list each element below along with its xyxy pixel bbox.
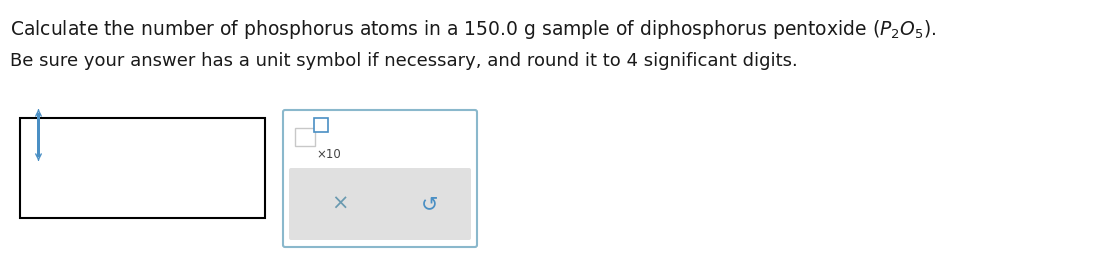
FancyBboxPatch shape: [283, 110, 477, 247]
Text: ×10: ×10: [316, 148, 341, 161]
Text: Be sure your answer has a unit symbol if necessary, and round it to 4 significan: Be sure your answer has a unit symbol if…: [10, 52, 798, 70]
Text: ↺: ↺: [421, 194, 438, 214]
FancyBboxPatch shape: [288, 168, 471, 240]
FancyBboxPatch shape: [314, 118, 328, 132]
Text: Calculate the number of phosphorus atoms in a 150.0 g sample of diphosphorus pen: Calculate the number of phosphorus atoms…: [10, 18, 937, 41]
Text: ×: ×: [331, 194, 349, 214]
FancyBboxPatch shape: [20, 118, 265, 218]
FancyBboxPatch shape: [295, 128, 315, 146]
FancyBboxPatch shape: [37, 113, 40, 157]
